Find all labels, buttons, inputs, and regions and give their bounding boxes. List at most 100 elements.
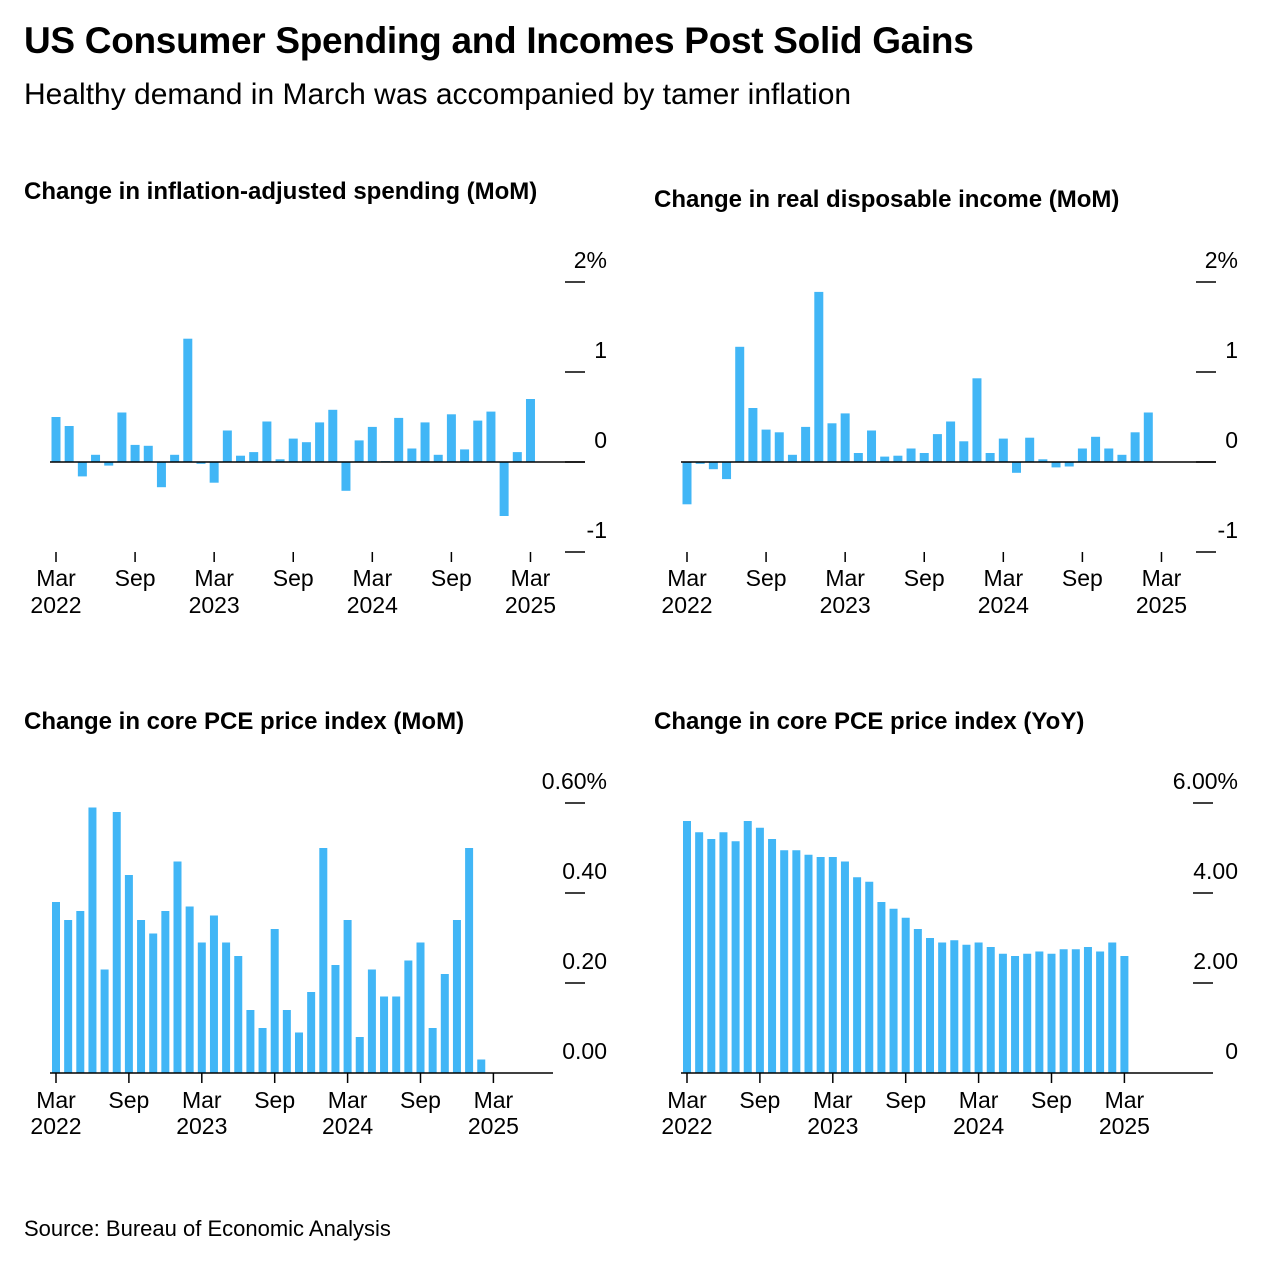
x-tick-label: Mar	[36, 1087, 76, 1113]
bar	[1143, 412, 1153, 462]
x-tick-label: Mar	[825, 565, 865, 591]
bar	[183, 338, 193, 462]
bar	[512, 452, 522, 462]
bar	[460, 449, 470, 462]
x-tick-label: Mar	[36, 565, 76, 591]
x-tick-label: Sep	[273, 565, 314, 591]
bar	[683, 821, 691, 1073]
bar	[986, 947, 995, 1073]
bar	[88, 807, 97, 1073]
bar	[416, 942, 425, 1073]
x-tick-year-label: 2022	[661, 1113, 712, 1139]
bar	[234, 956, 243, 1073]
bar	[853, 453, 863, 462]
bar	[1071, 949, 1080, 1073]
bar	[880, 456, 890, 462]
x-tick-year-label: 2023	[176, 1113, 227, 1139]
bar	[840, 413, 850, 462]
bar	[446, 414, 456, 462]
bar	[1035, 951, 1044, 1073]
bar	[328, 409, 338, 462]
bar	[404, 960, 413, 1073]
bar	[1012, 462, 1021, 473]
bar	[959, 441, 969, 462]
bar	[774, 432, 784, 462]
bar	[731, 841, 740, 1073]
x-tick-label: Sep	[431, 565, 472, 591]
x-tick-year-label: 2023	[820, 592, 871, 618]
y-tick-label: 1	[1225, 337, 1238, 363]
bar	[695, 462, 705, 464]
bar	[867, 430, 877, 462]
bar	[104, 462, 114, 466]
bar	[91, 454, 101, 462]
x-tick-label: Mar	[813, 1087, 853, 1113]
bar	[998, 953, 1007, 1073]
bar	[367, 969, 376, 1073]
bar	[840, 861, 849, 1073]
bar	[1038, 459, 1048, 462]
bar	[295, 1032, 303, 1073]
bar	[315, 422, 325, 462]
panel-title-core-pce-mom: Change in core PCE price index (MoM)	[24, 708, 465, 735]
x-tick-year-label: 2024	[347, 592, 398, 618]
bar	[197, 942, 206, 1073]
y-tick-label: 2%	[574, 247, 607, 273]
bar	[906, 448, 916, 462]
bar	[974, 942, 983, 1073]
bar	[301, 442, 311, 462]
bar	[209, 915, 218, 1073]
bar	[51, 417, 61, 462]
bar	[1064, 462, 1074, 467]
bar	[932, 434, 942, 462]
x-tick-year-label: 2022	[30, 1113, 81, 1139]
bar	[707, 839, 716, 1073]
bar	[828, 857, 837, 1073]
bar	[222, 942, 231, 1073]
bar	[901, 917, 910, 1073]
y-tick-label: 4.00	[1193, 858, 1238, 884]
x-tick-label: Sep	[254, 1087, 295, 1113]
panel-title-core-pce-yoy: Change in core PCE price index (YoY)	[654, 708, 1085, 735]
y-tick-label: -1	[587, 517, 607, 543]
y-tick-label: 0.60%	[542, 768, 607, 794]
bar	[722, 462, 732, 480]
bar	[1091, 436, 1101, 462]
y-tick-label: 0	[594, 427, 607, 453]
bar	[1120, 956, 1129, 1073]
bar	[761, 429, 771, 462]
panel-title-spending: Change in inflation-adjusted spending (M…	[24, 178, 538, 205]
x-tick-label: Mar	[667, 565, 707, 591]
x-tick-label: Sep	[1062, 565, 1103, 591]
x-tick-year-label: 2025	[1099, 1113, 1150, 1139]
bar	[288, 438, 298, 462]
x-tick-year-label: 2024	[978, 592, 1029, 618]
bar	[100, 969, 109, 1073]
x-tick-year-label: 2025	[505, 592, 556, 618]
bar	[137, 920, 146, 1073]
bar	[343, 920, 352, 1073]
y-tick-label: 0.00	[562, 1038, 607, 1064]
bar	[1051, 462, 1061, 468]
bar	[112, 812, 121, 1073]
bar	[173, 861, 182, 1073]
bar	[827, 423, 837, 462]
bar	[926, 938, 934, 1073]
x-tick-label: Sep	[904, 565, 945, 591]
x-tick-label: Mar	[353, 565, 393, 591]
bar	[499, 462, 509, 516]
y-tick-label: 0	[1225, 1038, 1238, 1064]
bar	[156, 462, 166, 488]
x-tick-year-label: 2024	[322, 1113, 373, 1139]
bar	[161, 911, 170, 1073]
bar	[1023, 953, 1032, 1073]
bar	[743, 821, 752, 1073]
y-tick-label: 2%	[1205, 247, 1238, 273]
bar	[814, 291, 824, 462]
bar	[801, 426, 811, 462]
bar	[117, 412, 127, 462]
bar	[1108, 942, 1117, 1073]
